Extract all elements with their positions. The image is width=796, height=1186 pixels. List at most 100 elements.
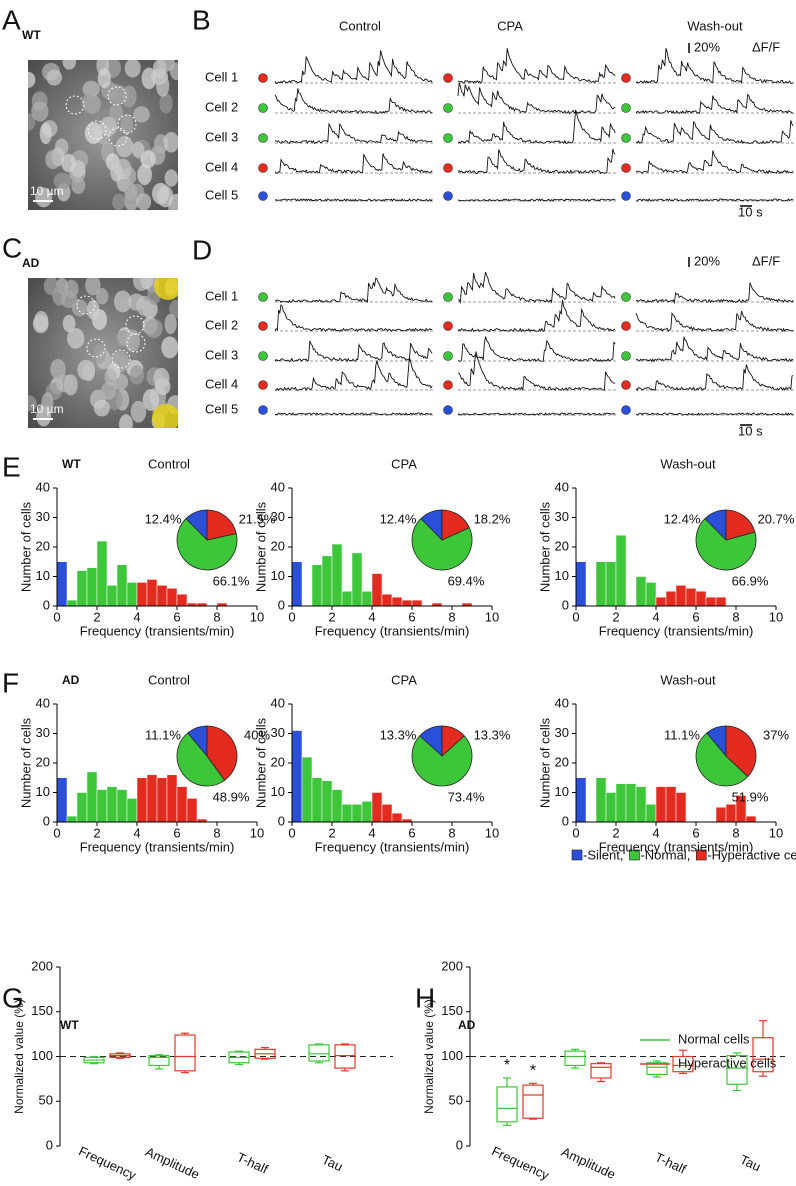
pie-slice <box>176 518 238 571</box>
bar <box>715 596 727 607</box>
cell-label: Cell 3 <box>205 129 238 144</box>
bar <box>605 561 617 607</box>
pie-label: 11.1% <box>664 727 700 742</box>
cell-dot <box>621 292 631 302</box>
trace <box>274 277 433 304</box>
cell-body <box>157 185 174 208</box>
box <box>522 1084 544 1119</box>
y-tick-label: 30 <box>36 509 50 524</box>
x-tick-label: 0 <box>288 609 295 624</box>
y-tick-label: 10 <box>271 568 285 583</box>
bar <box>106 786 118 823</box>
y-tick-label: 50 <box>39 1093 53 1108</box>
cell-body <box>82 80 100 98</box>
bar <box>176 786 188 823</box>
bar <box>401 599 413 607</box>
cell-body <box>50 358 66 380</box>
cell-body <box>85 278 101 296</box>
bar <box>126 582 138 607</box>
box <box>496 1086 518 1123</box>
cell-body <box>164 169 178 187</box>
pie-label: 66.9% <box>732 573 769 588</box>
pie-slice <box>206 509 237 541</box>
bar <box>341 591 353 607</box>
cell-body <box>161 336 178 359</box>
bar <box>56 561 68 607</box>
cell-body <box>115 135 134 158</box>
bar <box>86 567 98 607</box>
box <box>564 1050 586 1067</box>
cell-dot <box>621 380 631 390</box>
bar <box>331 543 343 607</box>
x-tick-label: 6 <box>408 825 415 840</box>
cell-dot <box>621 103 631 113</box>
cell-dot <box>443 351 453 361</box>
y-axis-label: Number of cells <box>537 501 552 592</box>
pie-label: 66.1% <box>213 573 250 588</box>
pie-label: 20.7% <box>758 511 795 526</box>
cell-body <box>142 389 160 411</box>
bar <box>625 783 637 823</box>
time-bar-label: 10 s <box>738 204 763 219</box>
x-tick-label: 4 <box>652 609 659 624</box>
trace <box>457 351 616 392</box>
panel-letter: B <box>192 4 211 35</box>
pie-slice <box>725 509 756 541</box>
bar <box>331 789 343 823</box>
cell-body <box>56 374 74 393</box>
micrograph <box>28 278 178 428</box>
y-tick-label: 100 <box>441 1048 463 1063</box>
cell-body <box>104 368 118 386</box>
cell-dot <box>258 103 268 113</box>
box <box>148 1055 170 1067</box>
cell-dot <box>621 163 631 173</box>
pie-slice <box>441 725 465 757</box>
group-label: WT <box>62 457 81 471</box>
x-tick-label: Frequency <box>489 1143 551 1183</box>
cell-dot <box>258 163 268 173</box>
x-tick-label: 0 <box>53 609 60 624</box>
pie-label: 18.2% <box>474 511 511 526</box>
cell-dot <box>258 405 268 415</box>
cell-body <box>71 177 86 195</box>
x-axis-label: Frequency (transients/min) <box>315 623 470 638</box>
cell-dot <box>258 321 268 331</box>
trace <box>274 357 433 392</box>
cell-body <box>101 381 117 400</box>
bar <box>745 815 757 823</box>
cell-body <box>62 314 76 333</box>
cell-body <box>31 101 49 122</box>
cell-body <box>169 62 178 81</box>
x-tick-label: 10 <box>485 825 499 840</box>
x-tick-label: Frequency <box>76 1143 138 1183</box>
bar <box>391 596 403 607</box>
y-tick-label: 30 <box>36 725 50 740</box>
y-axis-label: Number of cells <box>18 717 33 808</box>
bar <box>66 599 78 607</box>
chart-title: CPA <box>391 672 417 687</box>
cell-dot <box>258 133 268 143</box>
cell-dot <box>621 351 631 361</box>
x-tick-label: 10 <box>769 825 783 840</box>
panel-letter: D <box>192 234 212 265</box>
x-tick-label: 8 <box>448 825 455 840</box>
trace <box>274 153 433 175</box>
y-tick-label: 50 <box>449 1093 463 1108</box>
bar <box>615 534 627 607</box>
x-tick-label: 8 <box>732 825 739 840</box>
cell-dot <box>621 73 631 83</box>
x-axis-label: Frequency (transients/min) <box>80 623 235 638</box>
y-tick-label: 200 <box>31 958 53 973</box>
bar <box>76 792 88 823</box>
trace <box>635 310 794 333</box>
bar <box>66 815 78 823</box>
cell-label: Cell 4 <box>205 376 238 391</box>
trace <box>635 94 794 115</box>
cell-body <box>163 131 178 153</box>
cell-body <box>81 93 96 112</box>
cell-dot <box>443 405 453 415</box>
chart-title: CPA <box>391 456 417 471</box>
bar <box>96 540 108 607</box>
bar <box>665 591 677 607</box>
bar <box>361 591 373 607</box>
